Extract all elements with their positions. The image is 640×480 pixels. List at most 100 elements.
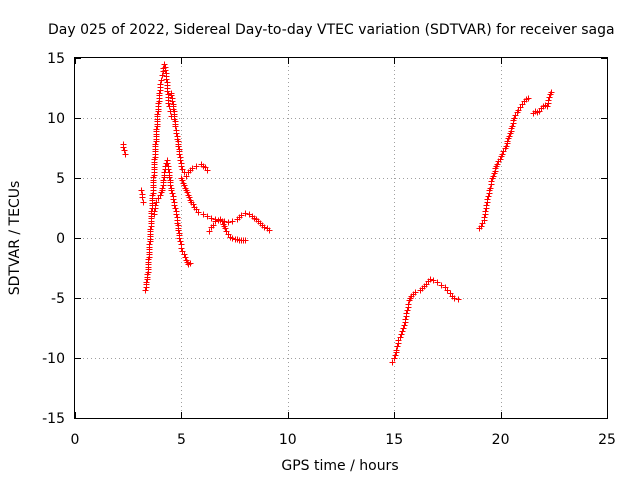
data-point — [195, 209, 202, 216]
data-point — [175, 227, 182, 234]
data-point — [204, 213, 211, 220]
data-point — [168, 187, 175, 194]
data-point — [138, 187, 145, 194]
data-point — [509, 123, 516, 130]
data-point — [490, 173, 497, 180]
data-point — [487, 185, 494, 192]
data-point — [172, 123, 179, 130]
data-point — [484, 196, 491, 203]
data-point — [153, 126, 160, 133]
data-point — [225, 219, 232, 226]
data-point — [151, 208, 158, 215]
data-point — [168, 92, 175, 99]
data-point — [482, 208, 489, 215]
data-point — [158, 77, 165, 84]
data-point — [140, 199, 147, 206]
x-axis-tick-labels: 0 5 10 15 20 25 — [71, 432, 616, 448]
data-point — [394, 343, 401, 350]
data-point — [451, 295, 458, 302]
data-point — [402, 316, 409, 323]
x-tick-label: 10 — [279, 432, 297, 448]
data-point — [544, 103, 551, 110]
data-point — [179, 177, 186, 184]
y-axis-tick-labels: -15 -10 -5 0 5 10 15 — [42, 51, 65, 427]
data-point — [403, 310, 410, 317]
data-point — [401, 322, 408, 329]
data-point — [210, 222, 217, 229]
plot-frame — [74, 57, 608, 419]
data-point — [122, 151, 129, 158]
data-point — [163, 76, 170, 83]
data-point — [399, 328, 406, 335]
data-point — [238, 212, 245, 219]
y-axis-label: SDTVAR / TECUs — [7, 181, 23, 296]
data-point — [120, 144, 127, 151]
data-point — [164, 160, 171, 167]
data-point — [393, 347, 400, 354]
data-point — [499, 151, 506, 158]
data-point — [219, 218, 226, 225]
data-point — [173, 211, 180, 218]
data-point — [176, 235, 183, 242]
data-point — [485, 193, 492, 200]
data-point — [142, 287, 149, 294]
data-point — [229, 235, 236, 242]
data-point — [478, 223, 485, 230]
data-point — [444, 287, 451, 294]
data-point — [242, 237, 249, 244]
data-point — [146, 241, 153, 248]
data-point — [157, 81, 164, 88]
grid-lines — [75, 58, 607, 418]
data-point — [157, 192, 164, 199]
data-point — [204, 167, 211, 174]
data-point — [545, 97, 552, 104]
data-point — [177, 157, 184, 164]
data-point — [427, 276, 434, 283]
data-point — [483, 202, 490, 209]
data-point — [171, 202, 178, 209]
data-point — [392, 352, 399, 359]
data-point — [494, 161, 501, 168]
data-point — [183, 173, 190, 180]
data-point — [397, 334, 404, 341]
data-point — [405, 301, 412, 308]
data-point — [391, 355, 398, 362]
data-point — [169, 190, 176, 197]
data-point — [159, 72, 166, 79]
data-point — [177, 238, 184, 245]
data-point — [165, 166, 172, 173]
x-tick-label: 25 — [598, 432, 616, 448]
data-point — [152, 141, 159, 148]
data-point — [193, 163, 200, 170]
data-point — [186, 194, 193, 201]
data-point — [206, 228, 213, 235]
data-point — [261, 224, 268, 231]
y-tick-label: 5 — [56, 171, 65, 187]
data-point — [178, 245, 185, 252]
data-point — [167, 182, 174, 189]
data-point — [182, 254, 189, 261]
data-point — [200, 211, 207, 218]
data-point — [438, 282, 445, 289]
data-point — [147, 226, 154, 233]
data-point — [503, 143, 510, 150]
data-point — [212, 218, 219, 225]
data-point — [400, 325, 407, 332]
data-point — [546, 94, 553, 101]
data-point — [481, 214, 488, 221]
data-point — [266, 227, 273, 234]
data-point — [178, 163, 185, 170]
data-point — [164, 88, 171, 95]
data-point — [404, 307, 411, 314]
data-point — [181, 251, 188, 258]
data-point — [161, 61, 168, 68]
data-point — [160, 177, 167, 184]
data-point — [511, 115, 518, 122]
y-tick-label: 15 — [47, 51, 65, 67]
y-tick-label: 0 — [56, 231, 65, 247]
data-point — [172, 205, 179, 212]
data-point — [143, 279, 150, 286]
y-tick-label: -10 — [42, 351, 65, 367]
data-point — [176, 151, 183, 158]
data-point — [175, 143, 182, 150]
